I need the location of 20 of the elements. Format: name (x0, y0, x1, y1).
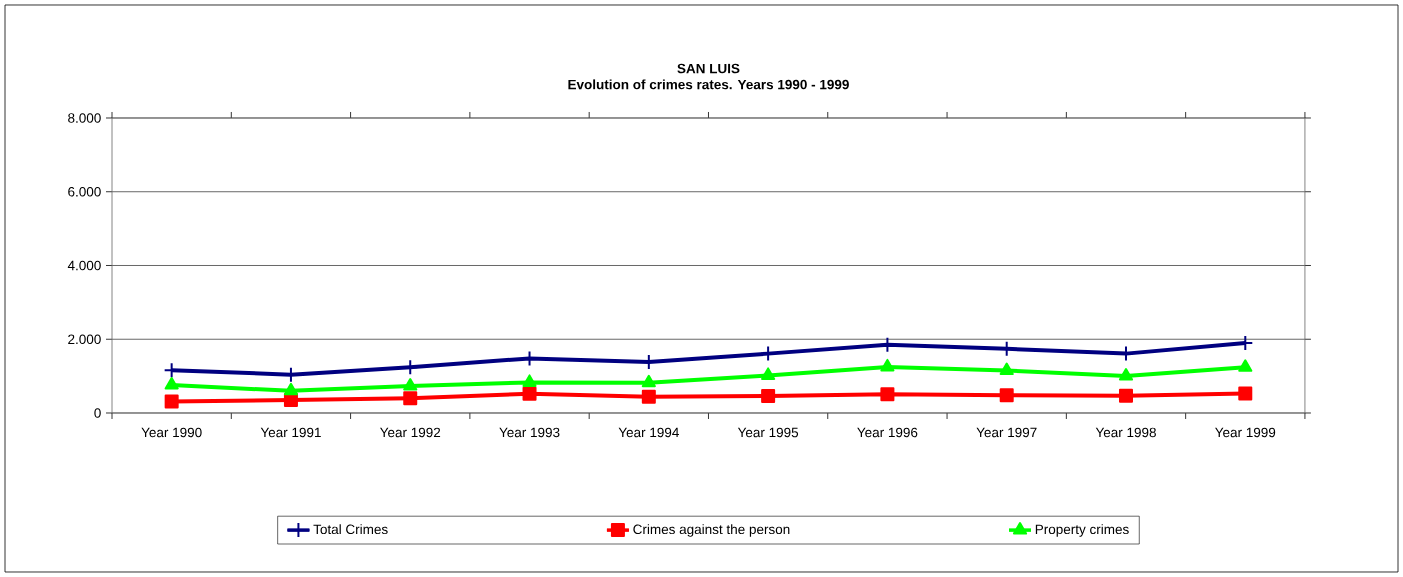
x-tick-label: Year 1997 (976, 427, 1037, 438)
x-tick-label: Year 1990 (141, 427, 202, 438)
x-tick-label: Year 1998 (1095, 427, 1156, 438)
chart-subtitle: Evolution of crimes rates. Years 1990 - 1999 (568, 79, 849, 90)
x-tick-label: Year 1992 (380, 427, 441, 438)
y-tick-label: 4.000 (67, 260, 101, 271)
y-tick-label: 8.000 (68, 113, 101, 123)
legend-label: Total Crimes (313, 524, 388, 535)
y-tick-label: 6.000 (68, 186, 101, 197)
legend-label: Property crimes (1035, 524, 1129, 537)
y-tick-label: 0 (94, 408, 101, 418)
x-tick-label: Year 1991 (260, 427, 321, 438)
x-tick-label: Year 1999 (1215, 427, 1276, 438)
legend-label: Crimes against the person (633, 524, 790, 537)
x-tick-label: Year 1995 (737, 427, 799, 438)
x-tick-label: Year 1993 (499, 427, 560, 438)
y-tick-label: 2.000 (68, 334, 101, 345)
x-tick-label: Year 1994 (618, 427, 679, 438)
x-tick-label: Year 1996 (857, 427, 918, 438)
chart-title: SAN LUIS (677, 63, 740, 74)
